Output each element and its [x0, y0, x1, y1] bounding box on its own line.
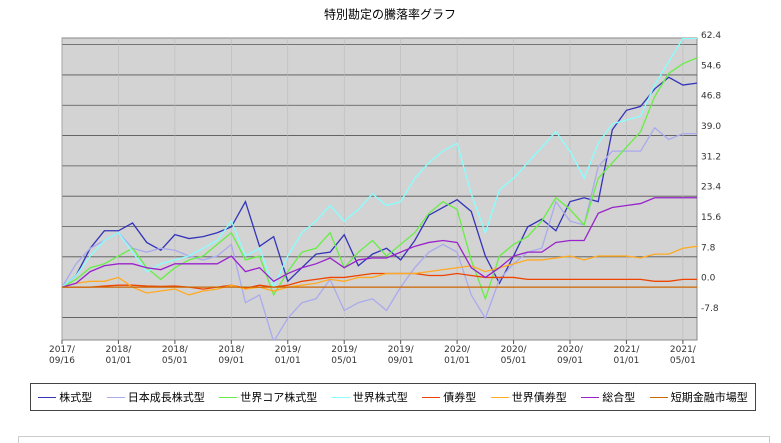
- legend-label: 短期金融市場型: [670, 391, 748, 404]
- y-tick-label: 23.4: [701, 183, 721, 193]
- plot-area: [61, 37, 698, 341]
- y-tick-label: 7.8: [701, 243, 716, 253]
- legend-label: 株式型: [59, 391, 93, 404]
- y-tick-label: 15.6: [701, 213, 721, 223]
- legend-label: 債券型: [443, 391, 477, 404]
- x-tick-label: 2018/ 01/01: [105, 345, 132, 366]
- x-tick-label: 2019/ 09/01: [387, 345, 414, 366]
- legend-item: 株式型: [38, 389, 92, 405]
- legend-item: 債券型: [422, 389, 476, 405]
- y-tick-label: 62.4: [701, 31, 721, 41]
- y-tick-label: 54.6: [701, 61, 721, 71]
- legend-item: 世界債券型: [490, 389, 567, 405]
- legend-label: 世界債券型: [511, 391, 567, 404]
- legend-item: 日本成長株式型: [106, 389, 205, 405]
- legend-item: 短期金融市場型: [649, 389, 748, 405]
- series-line: [62, 126, 697, 340]
- legend: 株式型 日本成長株式型 世界コア株式型 世界株式型 債券型 世界債券型 総合型 短期金融市場型: [30, 383, 756, 411]
- legend-label: 世界株式型: [352, 391, 408, 404]
- x-tick-label: 2018/ 05/01: [161, 345, 188, 366]
- legend-item: 世界株式型: [331, 389, 408, 405]
- legend-swatch: [490, 396, 509, 398]
- y-tick-label: 0.0: [701, 274, 716, 284]
- legend-swatch: [649, 396, 668, 398]
- y-tick-label: 46.8: [701, 92, 721, 102]
- series-line: [62, 272, 697, 290]
- chart-title: 特別勘定の騰落率グラフ: [324, 7, 456, 22]
- x-tick-label: 2017/ 09/16: [49, 345, 75, 366]
- x-tick-label: 2018/ 09/01: [218, 345, 245, 366]
- legend-item: 総合型: [581, 389, 635, 405]
- x-tick-label: 2019/ 05/01: [331, 345, 358, 366]
- y-tick-label: 31.2: [701, 152, 721, 162]
- legend-label: 世界コア株式型: [240, 391, 318, 404]
- legend-swatch: [331, 396, 350, 398]
- x-tick-label: 2021/ 05/01: [669, 345, 696, 366]
- series-line: [62, 38, 697, 289]
- x-tick-label: 2020/ 05/01: [500, 345, 527, 366]
- legend-label: 日本成長株式型: [127, 391, 205, 404]
- x-tick-label: 2020/ 09/01: [557, 345, 583, 366]
- legend-label: 総合型: [602, 391, 636, 404]
- footer-panel: [18, 436, 770, 443]
- series-line: [62, 197, 697, 288]
- x-tick-label: 2021/ 01/01: [613, 345, 640, 366]
- x-tick-label: 2020/ 01/01: [444, 345, 471, 366]
- legend-swatch: [219, 396, 238, 398]
- legend-swatch: [422, 396, 441, 398]
- series-line: [62, 57, 697, 301]
- y-tick-label: 39.0: [701, 122, 721, 132]
- y-tick-label: -7.8: [701, 304, 719, 314]
- legend-swatch: [106, 396, 125, 398]
- legend-swatch: [38, 396, 57, 398]
- legend-swatch: [581, 396, 600, 398]
- legend-item: 世界コア株式型: [219, 389, 317, 405]
- x-tick-label: 2019/ 01/01: [274, 345, 301, 366]
- series-line: [62, 245, 697, 296]
